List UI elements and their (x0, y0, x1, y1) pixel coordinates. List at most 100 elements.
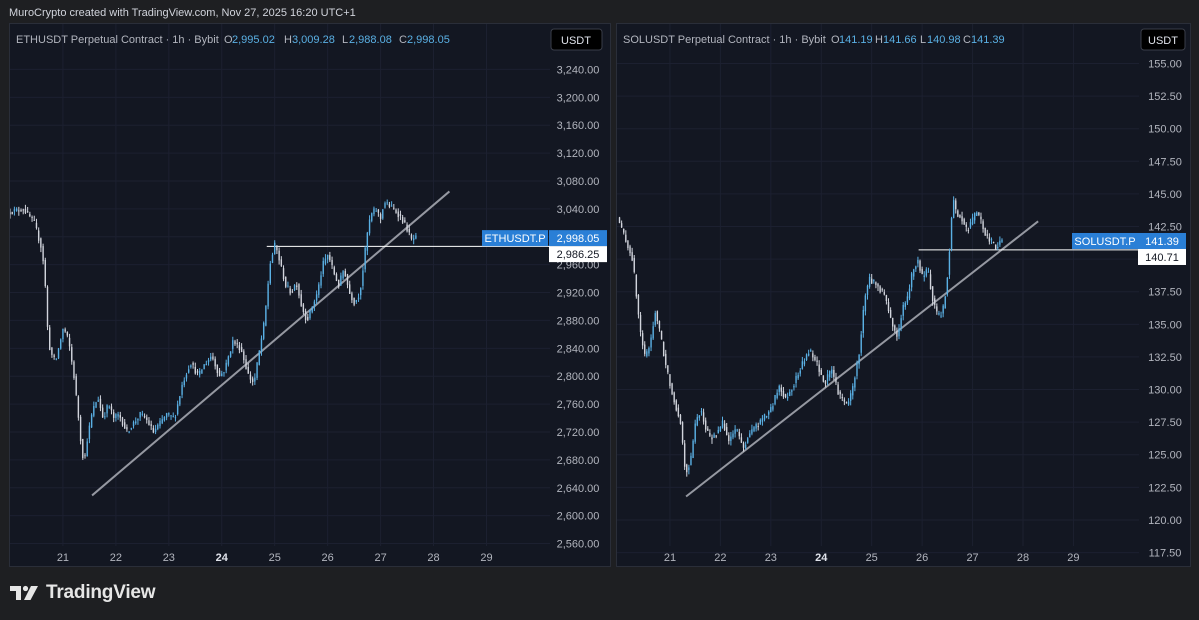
eth-candle-body (124, 422, 126, 429)
eth-candle-body (267, 283, 269, 307)
eth-x-tick-label: 29 (480, 552, 492, 564)
sol-candle-body (902, 304, 904, 316)
eth-candle-body (249, 374, 252, 380)
sol-candle-body (702, 412, 705, 422)
sol-candle-body (728, 435, 730, 442)
eth-candle-body (15, 208, 18, 211)
sol-currency-button[interactable]: USDT (1140, 28, 1186, 51)
eth-close-value: 2,998.05 (407, 34, 450, 46)
sol-candle-body (635, 275, 638, 297)
eth-candle-body (307, 316, 309, 321)
sol-candle-body (881, 289, 883, 291)
sol-currency-bg[interactable] (1140, 28, 1186, 51)
eth-level-badge (549, 246, 607, 263)
sol-candle-body (700, 411, 703, 413)
sol-candle-body (965, 224, 967, 227)
eth-candle-body (187, 369, 190, 373)
eth-currency-bg[interactable] (550, 28, 603, 51)
eth-x-tick-label: 24 (216, 552, 229, 564)
sol-candle-body (768, 411, 770, 415)
eth-candle-body (406, 224, 408, 232)
sol-currency-label[interactable]: USDT (1148, 35, 1178, 47)
sol-candle-body (648, 348, 650, 354)
sol-candle-body (734, 429, 736, 434)
eth-candle-body (29, 214, 31, 217)
sol-candle-body (797, 375, 799, 379)
eth-y-tick-label: 2,920.00 (557, 288, 600, 300)
sol-x-tick-label: 25 (866, 552, 878, 564)
sol-candle-body (761, 418, 764, 422)
eth-candle-body (262, 322, 265, 339)
sol-candle-body (919, 260, 921, 271)
eth-candle-body (112, 412, 115, 418)
eth-candle-body (373, 208, 375, 215)
sol-candle-body (753, 427, 755, 432)
eth-x-tick-label: 28 (427, 552, 439, 564)
eth-candle-body (371, 213, 373, 221)
eth-chart-panel[interactable]: 3,240.00 3,200.00 3,160.00 3,120.00 3,080.00… (9, 23, 611, 567)
eth-candle-body (97, 400, 99, 402)
sol-candle-body (688, 467, 690, 471)
eth-y-tick-label: 3,120.00 (557, 148, 600, 160)
eth-trendline[interactable] (91, 190, 451, 497)
eth-x-tick-label: 21 (57, 552, 69, 564)
sol-candle-body (885, 295, 888, 302)
eth-candle-body (33, 219, 35, 221)
eth-currency-label[interactable]: USDT (561, 35, 591, 47)
sol-chart-svg[interactable]: 155.00 152.50 150.00 147.50 145.00 142.50 140.… (617, 24, 1192, 568)
eth-candle-body (355, 300, 358, 303)
sol-candle-body (772, 406, 774, 410)
sol-y-tick-label: 135.00 (1148, 319, 1182, 331)
sol-candle-body (690, 455, 692, 466)
sol-price-badge (1138, 232, 1186, 249)
eth-candle-body (269, 263, 271, 284)
tradingview-logo[interactable]: TradingView (10, 582, 156, 604)
eth-candle-body (291, 291, 294, 293)
sol-trendline[interactable] (685, 220, 1039, 498)
eth-currency-button[interactable]: USDT (550, 28, 603, 51)
sol-candle-body (948, 251, 951, 275)
eth-candle-body (243, 351, 245, 361)
sol-chart-panel[interactable]: 155.00 152.50 150.00 147.50 145.00 142.50 140.… (616, 23, 1191, 567)
sol-chart-title: SOLUSDT Perpetual Contract · 1h · Bybit (623, 34, 826, 46)
eth-candle-body (212, 356, 214, 360)
eth-candle-body (337, 279, 340, 287)
eth-candle-body (397, 211, 399, 218)
eth-candle-body (157, 424, 159, 430)
sol-candle-body (856, 362, 858, 376)
sol-candle-body (835, 377, 837, 383)
eth-candle-body (320, 275, 322, 286)
eth-candle-body (66, 332, 69, 336)
eth-candle-body (165, 413, 168, 418)
sol-candle-body (826, 374, 829, 381)
sol-candle-body (1001, 239, 1003, 242)
eth-candle-body (258, 350, 260, 365)
sol-candle-body (633, 257, 635, 272)
sol-high-value: 141.66 (883, 34, 917, 46)
sol-candle-body (650, 337, 652, 348)
eth-candle-body (318, 284, 320, 295)
sol-candle-body (740, 437, 743, 443)
eth-candle-body (194, 366, 196, 374)
eth-candle-body (324, 258, 327, 264)
sol-level-badge (1138, 248, 1186, 265)
eth-y-tick-label: 2,600.00 (557, 511, 600, 523)
sol-candle-body (692, 440, 694, 459)
sol-y-tick-label: 147.50 (1148, 156, 1182, 168)
sol-candle-body (707, 428, 709, 431)
eth-candle-body (82, 438, 84, 458)
sol-candle-body (833, 369, 835, 377)
sol-candle-body (784, 394, 787, 398)
eth-candle-body (190, 365, 192, 367)
sol-candle-body (915, 266, 917, 269)
eth-low-letter: L (342, 34, 348, 46)
sol-candle-body (789, 391, 791, 397)
eth-candle-body (300, 294, 302, 306)
sol-y-tick-label: 117.50 (1149, 548, 1182, 560)
eth-candle-body (329, 255, 331, 261)
eth-candle-body (68, 337, 71, 347)
sol-candle-body (646, 351, 648, 356)
eth-candle-body (101, 407, 104, 418)
eth-candle-body (221, 373, 223, 377)
eth-chart-svg[interactable]: 3,240.00 3,200.00 3,160.00 3,120.00 3,080.00… (10, 24, 612, 568)
